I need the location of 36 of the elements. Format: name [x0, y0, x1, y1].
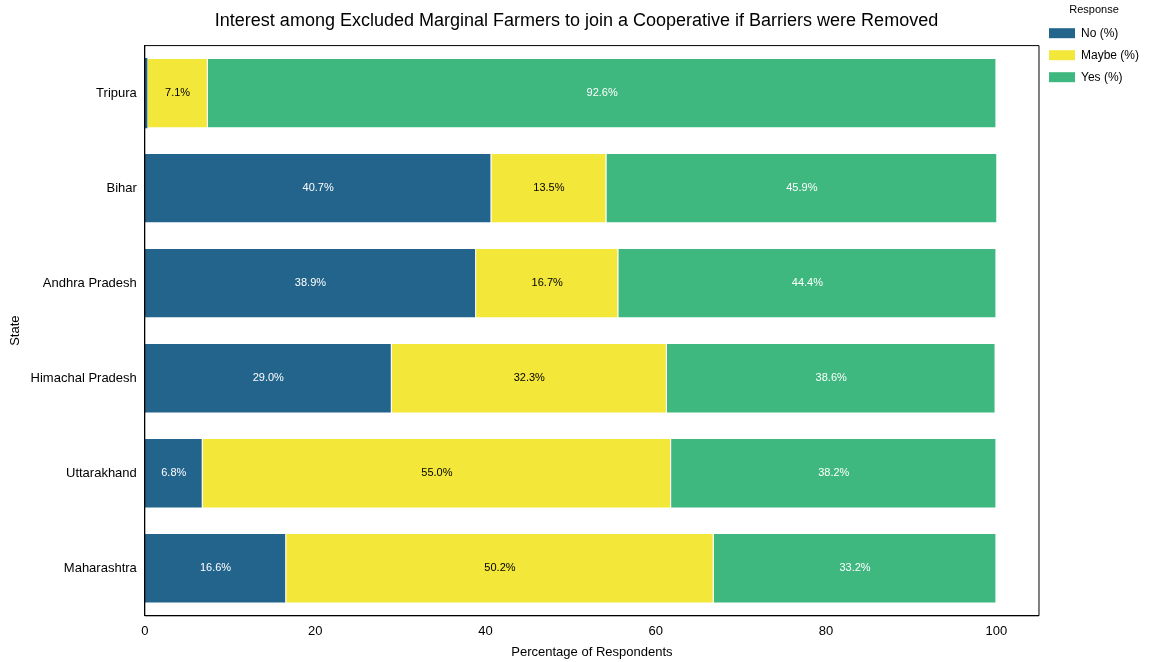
data-label: 16.7%: [531, 276, 563, 289]
data-label: 6.8%: [161, 466, 187, 479]
x-tick-label: 20: [307, 623, 323, 639]
legend-label: No (%): [1080, 25, 1119, 40]
data-label: 13.5%: [533, 181, 565, 194]
y-tick-label: Himachal Pradesh: [30, 369, 137, 385]
legend-title: Response: [1069, 2, 1119, 15]
data-label: 92.6%: [586, 86, 618, 99]
data-label: 16.6%: [199, 561, 232, 574]
chart-title: Interest among Excluded Marginal Farmers to join a Cooperative if Barriers were Removed: [214, 9, 939, 30]
y-axis-title: State: [7, 315, 23, 346]
x-tick-label: 100: [985, 623, 1008, 639]
x-tick-label: 80: [818, 623, 834, 639]
y-tick-label: Maharashtra: [63, 559, 138, 575]
y-tick-label: Uttarakhand: [65, 464, 137, 480]
y-tick-label: Andhra Pradesh: [42, 274, 137, 290]
y-tick-label: Bihar: [106, 179, 138, 195]
data-label: 38.6%: [815, 371, 848, 384]
data-label: 29.0%: [252, 371, 285, 384]
x-tick-label: 0: [141, 623, 149, 639]
data-label: 44.4%: [791, 276, 824, 289]
legend-label: Maybe (%): [1080, 47, 1139, 62]
data-label: 38.9%: [294, 276, 327, 289]
data-label: 32.3%: [513, 371, 546, 384]
data-label: 38.2%: [818, 466, 850, 479]
data-label: 45.9%: [786, 181, 818, 194]
x-tick-label: 60: [648, 623, 663, 639]
y-tick-label: Tripura: [96, 84, 138, 100]
data-label: 55.0%: [421, 466, 453, 479]
data-label: 50.2%: [484, 561, 516, 574]
data-label: 40.7%: [302, 181, 334, 194]
legend-label: Yes (%): [1080, 69, 1123, 84]
x-tick-label: 40: [478, 623, 493, 639]
data-label: 7.1%: [165, 86, 191, 99]
data-label: 33.2%: [839, 561, 871, 574]
x-axis-title: Percentage of Respondents: [511, 643, 673, 659]
